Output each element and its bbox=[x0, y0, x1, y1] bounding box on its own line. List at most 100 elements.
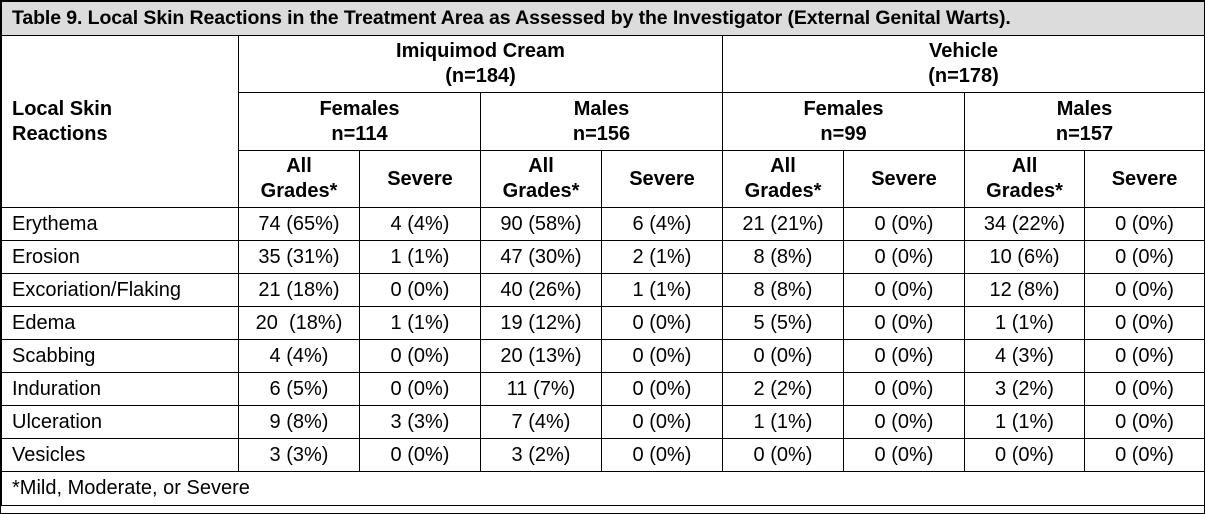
table-cell: 0 (0%) bbox=[359, 339, 481, 373]
table-row: Erosion 35 (31%) 1 (1%) 47 (30%) 2 (1%) 8 (8%… bbox=[1, 240, 1205, 274]
subcol-all-grades-line-2: Grades* bbox=[744, 180, 822, 202]
table-cell: 1 (1%) bbox=[359, 240, 481, 274]
table-row: Ulceration 9 (8%) 3 (3%) 7 (4%) 0 (0%) 1 (1%)… bbox=[1, 405, 1205, 439]
table-row: Scabbing 4 (4%) 0 (0%) 20 (13%) 0 (0%) 0 (0%)… bbox=[1, 339, 1205, 373]
table-cell: 2 (2%) bbox=[722, 372, 844, 406]
table-cell: 40 (26%) bbox=[480, 273, 602, 307]
table-cell: 0 (0%) bbox=[843, 339, 965, 373]
subcol-all-grades-line-1: All bbox=[286, 155, 312, 177]
sex-n: n=156 bbox=[572, 122, 631, 145]
row-header-line-1: Local Skin bbox=[12, 97, 113, 120]
table-cell: 7 (4%) bbox=[480, 405, 602, 439]
table-cell: 20 (13%) bbox=[480, 339, 602, 373]
subcol-severe: Severe bbox=[359, 150, 481, 208]
table-cell: 0 (0%) bbox=[722, 339, 844, 373]
table-cell: 0 (0%) bbox=[1083, 306, 1205, 340]
table-cell: 35 (31%) bbox=[238, 240, 360, 274]
subcol-all-grades: All Grades* bbox=[722, 150, 844, 208]
table-cell: 9 (8%) bbox=[238, 405, 360, 439]
table-cell: 10 (6%) bbox=[964, 240, 1085, 274]
sex-name: Females bbox=[803, 97, 884, 120]
table-cell: 1 (1%) bbox=[601, 273, 723, 307]
table-cell: 0 (0%) bbox=[1083, 405, 1205, 439]
table-cell: 3 (2%) bbox=[480, 438, 602, 472]
table-cell: 0 (0%) bbox=[1083, 339, 1205, 373]
table-cell: 47 (30%) bbox=[480, 240, 602, 274]
table-cell: 1 (1%) bbox=[964, 306, 1085, 340]
subcol-severe: Severe bbox=[601, 150, 723, 208]
table-cell: 4 (4%) bbox=[359, 207, 481, 241]
table-cell: 0 (0%) bbox=[601, 306, 723, 340]
table-cell: 0 (0%) bbox=[1083, 240, 1205, 274]
table-cell: 1 (1%) bbox=[722, 405, 844, 439]
group-header-vehicle: Vehicle (n=178) bbox=[721, 35, 1205, 93]
sex-n: n=157 bbox=[1055, 122, 1114, 145]
row-label: Edema bbox=[1, 306, 239, 340]
table-cell: 5 (5%) bbox=[722, 306, 844, 340]
row-label: Induration bbox=[1, 372, 239, 406]
subcol-all-grades-line-2: Grades* bbox=[986, 180, 1063, 202]
subcol-all-grades: All Grades* bbox=[238, 150, 360, 208]
row-label: Excoriation/Flaking bbox=[1, 273, 239, 307]
sex-n: n=114 bbox=[331, 122, 388, 145]
table-cell: 21 (18%) bbox=[238, 273, 360, 307]
table-cell: 0 (0%) bbox=[843, 273, 965, 307]
table-cell: 4 (3%) bbox=[964, 339, 1085, 373]
table-cell: 0 (0%) bbox=[1083, 207, 1205, 241]
table-cell: 3 (3%) bbox=[238, 438, 360, 472]
table-cell: 0 (0%) bbox=[843, 240, 965, 274]
row-header: Local Skin Reactions bbox=[1, 35, 239, 208]
row-label: Erosion bbox=[1, 240, 239, 274]
row-header-line-2: Reactions bbox=[12, 122, 108, 145]
sex-n: n=99 bbox=[820, 122, 867, 145]
subcol-all-grades-line-1: All bbox=[1011, 155, 1038, 177]
table-cell: 3 (3%) bbox=[359, 405, 481, 439]
table-cell: 0 (0%) bbox=[359, 273, 481, 307]
table-cell: 4 (4%) bbox=[238, 339, 360, 373]
row-label: Ulceration bbox=[1, 405, 239, 439]
sex-name: Males bbox=[573, 97, 630, 120]
group-name: Imiquimod Cream bbox=[396, 40, 565, 62]
subcol-all-grades-line-1: All bbox=[770, 155, 796, 177]
table-cell: 0 (0%) bbox=[964, 438, 1085, 472]
sex-name: Females bbox=[319, 97, 400, 120]
table-cell: 6 (5%) bbox=[238, 372, 360, 406]
subcol-all-grades-line-2: Grades* bbox=[260, 180, 338, 202]
table-caption: Table 9. Local Skin Reactions in the Tre… bbox=[0, 1, 1205, 36]
group-header-imiquimod: Imiquimod Cream (n=184) bbox=[238, 35, 723, 93]
table-cell: 0 (0%) bbox=[843, 372, 965, 406]
table-cell: 1 (1%) bbox=[359, 306, 481, 340]
row-label: Vesicles bbox=[1, 438, 239, 472]
group-name: Vehicle bbox=[929, 40, 998, 62]
table-cell: 8 (8%) bbox=[722, 273, 844, 307]
table-cell: 34 (22%) bbox=[964, 207, 1085, 241]
table-cell: 0 (0%) bbox=[1083, 273, 1205, 307]
table-cell: 8 (8%) bbox=[722, 240, 844, 274]
table-cell: 2 (1%) bbox=[601, 240, 723, 274]
table-cell: 0 (0%) bbox=[843, 207, 965, 241]
subheader-row: All Grades* Severe All Grades* Severe All Grade… bbox=[2, 150, 1205, 208]
table-row: Excoriation/Flaking 21 (18%) 0 (0%) 40 (26%… bbox=[1, 273, 1205, 307]
table-cell: 0 (0%) bbox=[843, 405, 965, 439]
subcol-severe: Severe bbox=[1083, 150, 1205, 208]
table-cell: 6 (4%) bbox=[601, 207, 723, 241]
subcol-severe: Severe bbox=[843, 150, 965, 208]
table-cell: 20 (18%) bbox=[238, 306, 360, 340]
table-cell: 90 (58%) bbox=[480, 207, 602, 241]
footnote: *Mild, Moderate, or Severe bbox=[0, 471, 1205, 506]
table-cell: 11 (7%) bbox=[480, 372, 602, 406]
sex-header-imiquimod-females: Females n=114 bbox=[238, 92, 481, 151]
row-label: Scabbing bbox=[1, 339, 239, 373]
table-cell: 0 (0%) bbox=[601, 372, 723, 406]
table-cell: 3 (2%) bbox=[964, 372, 1085, 406]
sex-name: Males bbox=[1056, 97, 1113, 120]
table-cell: 74 (65%) bbox=[238, 207, 360, 241]
table-row: Edema 20 (18%) 1 (1%) 19 (12%) 0 (0%) 5 (5%) 0… bbox=[1, 306, 1205, 340]
table-cell: 0 (0%) bbox=[359, 372, 481, 406]
subcol-all-grades-line-2: Grades* bbox=[502, 180, 580, 202]
table-cell: 0 (0%) bbox=[1083, 438, 1205, 472]
group-n: (n=178) bbox=[928, 65, 999, 87]
row-label: Erythema bbox=[1, 207, 239, 241]
sex-header-vehicle-males: Males n=157 bbox=[963, 92, 1205, 151]
